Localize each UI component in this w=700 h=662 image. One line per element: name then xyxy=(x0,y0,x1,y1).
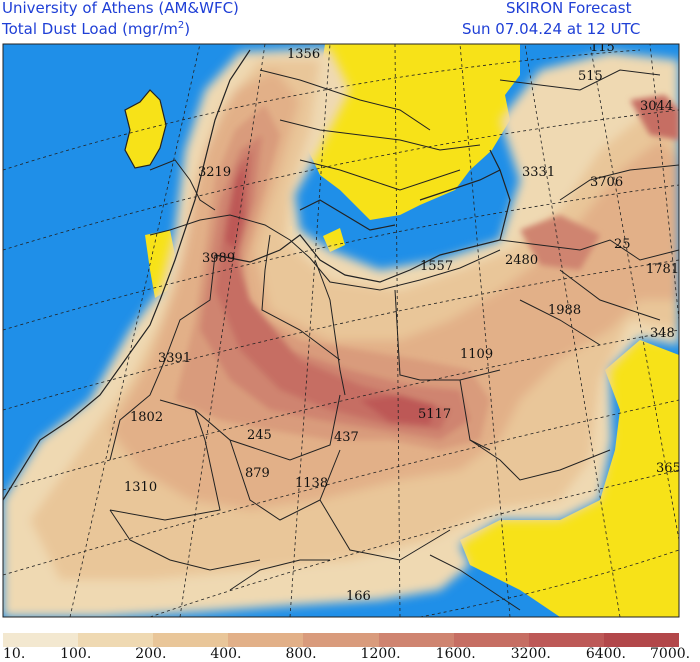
value-1310: 1310 xyxy=(124,480,157,495)
variable-superscript: 2 xyxy=(177,20,185,31)
value-1802: 1802 xyxy=(130,410,163,425)
value-437: 437 xyxy=(334,430,359,445)
value-515: 515 xyxy=(578,69,603,84)
value-1109: 1109 xyxy=(460,347,493,362)
scale-tick-label: 800. xyxy=(285,646,317,662)
institution-label: University of Athens (AM&WFC) xyxy=(2,0,239,17)
value-1781: 1781 xyxy=(646,262,679,277)
value-3706: 3706 xyxy=(590,175,623,190)
value-365: 365 xyxy=(656,461,681,476)
dust-core-3200-west xyxy=(225,165,245,250)
scale-swatch xyxy=(528,633,605,647)
scale-swatch xyxy=(378,633,455,647)
variable-label: Total Dust Load (mgr/m2) xyxy=(2,20,190,38)
country-borders xyxy=(109,69,679,611)
value-245: 245 xyxy=(247,428,272,443)
valid-time-label: Sun 07.04.24 at 12 UTC xyxy=(462,20,641,38)
value-3044: 3044 xyxy=(640,99,673,114)
value-2480: 2480 xyxy=(505,253,538,268)
graticule xyxy=(3,44,679,617)
value-1138: 1138 xyxy=(295,476,328,491)
value-3391: 3391 xyxy=(158,351,191,366)
scale-swatch xyxy=(3,633,79,647)
coastlines xyxy=(3,49,511,501)
variable-close: ) xyxy=(184,20,191,38)
scale-swatch xyxy=(78,633,154,647)
value-3989: 3989 xyxy=(202,251,235,266)
scale-tick-label: 6400. xyxy=(585,646,626,662)
scale-tick-label: 100. xyxy=(60,646,92,662)
scale-tick-label: 1200. xyxy=(360,646,401,662)
dust-value-labels: 1356 115 515 3044 3219 3331 3706 25 3989 1557 2480… xyxy=(124,40,681,604)
scale-tick-label: 200. xyxy=(135,646,167,662)
value-1356: 1356 xyxy=(287,47,320,62)
dust-core-mideast xyxy=(520,215,600,270)
value-3331: 3331 xyxy=(522,165,555,180)
value-348: 348 xyxy=(650,326,675,341)
variable-text: Total Dust Load (mgr/m xyxy=(2,20,178,38)
scale-tick-label: 3200. xyxy=(510,646,551,662)
dust-layer-1600 xyxy=(215,150,450,430)
scale-tick-label: 400. xyxy=(210,646,242,662)
value-5117: 5117 xyxy=(418,407,451,422)
scale-swatch xyxy=(603,633,680,647)
value-166: 166 xyxy=(346,589,371,604)
color-scale xyxy=(0,627,700,662)
scale-swatch xyxy=(153,633,229,647)
dust-core-east xyxy=(630,95,679,140)
forecast-name-label: SKIRON Forecast xyxy=(506,0,632,17)
value-1988: 1988 xyxy=(548,303,581,318)
value-3219: 3219 xyxy=(198,165,231,180)
value-879: 879 xyxy=(245,466,270,481)
map-frame xyxy=(2,43,680,618)
value-1557: 1557 xyxy=(420,259,453,274)
dust-core-3200-south xyxy=(360,395,435,425)
value-115: 115 xyxy=(590,40,615,55)
scale-tick-label: 10. xyxy=(3,646,26,662)
scale-swatch xyxy=(453,633,530,647)
value-25: 25 xyxy=(614,237,631,252)
scale-swatch xyxy=(228,633,304,647)
scale-tick-label: 7000. xyxy=(650,646,691,662)
no-dust-land xyxy=(125,44,679,617)
scale-swatch xyxy=(303,633,380,647)
scale-tick-label: 1600. xyxy=(435,646,476,662)
